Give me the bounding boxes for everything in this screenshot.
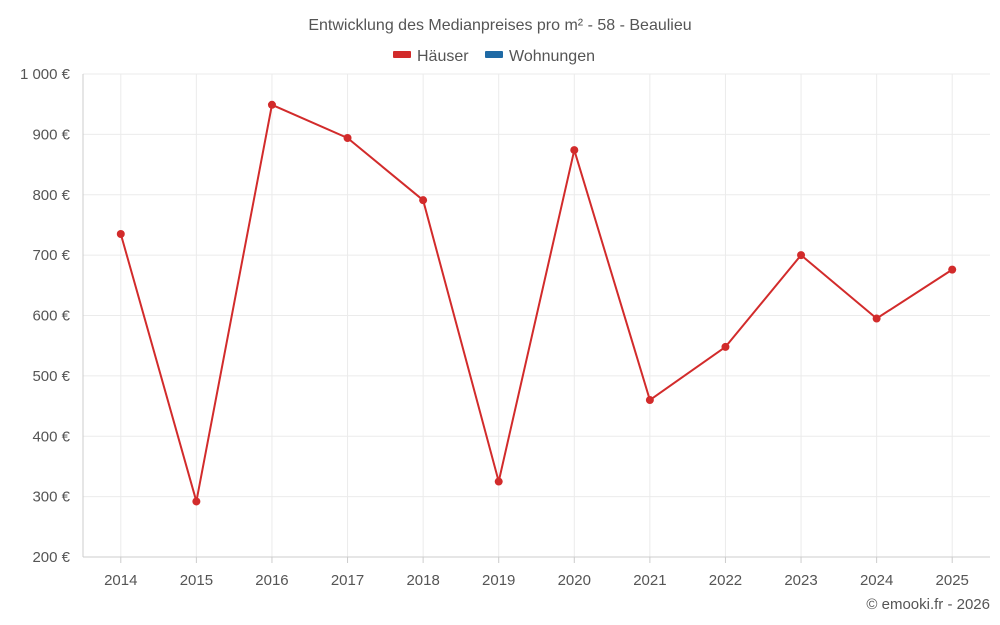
axes: [82, 74, 990, 563]
data-point-haeuser[interactable]: [645, 396, 654, 405]
data-point-haeuser[interactable]: [192, 497, 201, 506]
x-tick-label: 2025: [936, 572, 969, 589]
data-point-haeuser[interactable]: [570, 146, 579, 155]
y-tick-label: 800 €: [32, 187, 70, 204]
data-point-haeuser[interactable]: [267, 100, 276, 109]
x-tick-label: 2017: [331, 572, 364, 589]
legend-label-haeuser[interactable]: Häuser: [417, 48, 469, 65]
data-point-haeuser[interactable]: [419, 196, 428, 205]
x-tick-label: 2019: [482, 572, 515, 589]
y-tick-label: 400 €: [32, 428, 70, 445]
y-tick-labels: 200 € 300 € 400 € 500 € 600 € 700 € 800 € 900 €…: [20, 66, 71, 566]
y-tick-label: 200 €: [32, 549, 70, 566]
x-tick-label: 2023: [784, 572, 817, 589]
data-point-haeuser[interactable]: [494, 477, 503, 486]
legend-label-wohnungen[interactable]: Wohnungen: [509, 48, 595, 65]
y-tick-label: 600 €: [32, 308, 70, 325]
data-point-haeuser[interactable]: [116, 229, 125, 238]
data-point-haeuser[interactable]: [948, 265, 957, 274]
x-tick-label: 2014: [104, 572, 137, 589]
x-tick-label: 2020: [558, 572, 591, 589]
y-tick-label: 500 €: [32, 368, 70, 385]
x-tick-labels: 2014 2015 2016 2017 2018 2019 2020 2021 2022 2023…: [104, 572, 969, 589]
data-point-haeuser[interactable]: [721, 342, 730, 351]
x-tick-label: 2018: [406, 572, 439, 589]
data-point-haeuser[interactable]: [343, 133, 352, 142]
x-tick-label: 2024: [860, 572, 893, 589]
y-tick-label: 1 000 €: [20, 66, 71, 83]
credit-text: © emooki.fr - 2026: [866, 596, 990, 613]
chart-title: Entwicklung des Medianpreises pro m² - 5…: [308, 17, 691, 34]
grid: [83, 73, 990, 557]
x-tick-label: 2021: [633, 572, 666, 589]
x-tick-label: 2016: [255, 572, 288, 589]
legend-swatch-haeuser: [393, 51, 411, 58]
legend: Häuser Wohnungen: [393, 48, 595, 65]
y-tick-label: 300 €: [32, 489, 70, 506]
data-point-haeuser[interactable]: [872, 314, 881, 323]
series-haeuser: [116, 100, 957, 506]
legend-swatch-wohnungen: [485, 51, 503, 58]
y-tick-label: 900 €: [32, 126, 70, 143]
y-tick-label: 700 €: [32, 247, 70, 264]
data-point-haeuser[interactable]: [797, 251, 806, 260]
x-tick-label: 2015: [180, 572, 213, 589]
series-line-haeuser: [119, 103, 953, 503]
x-tick-label: 2022: [709, 572, 742, 589]
